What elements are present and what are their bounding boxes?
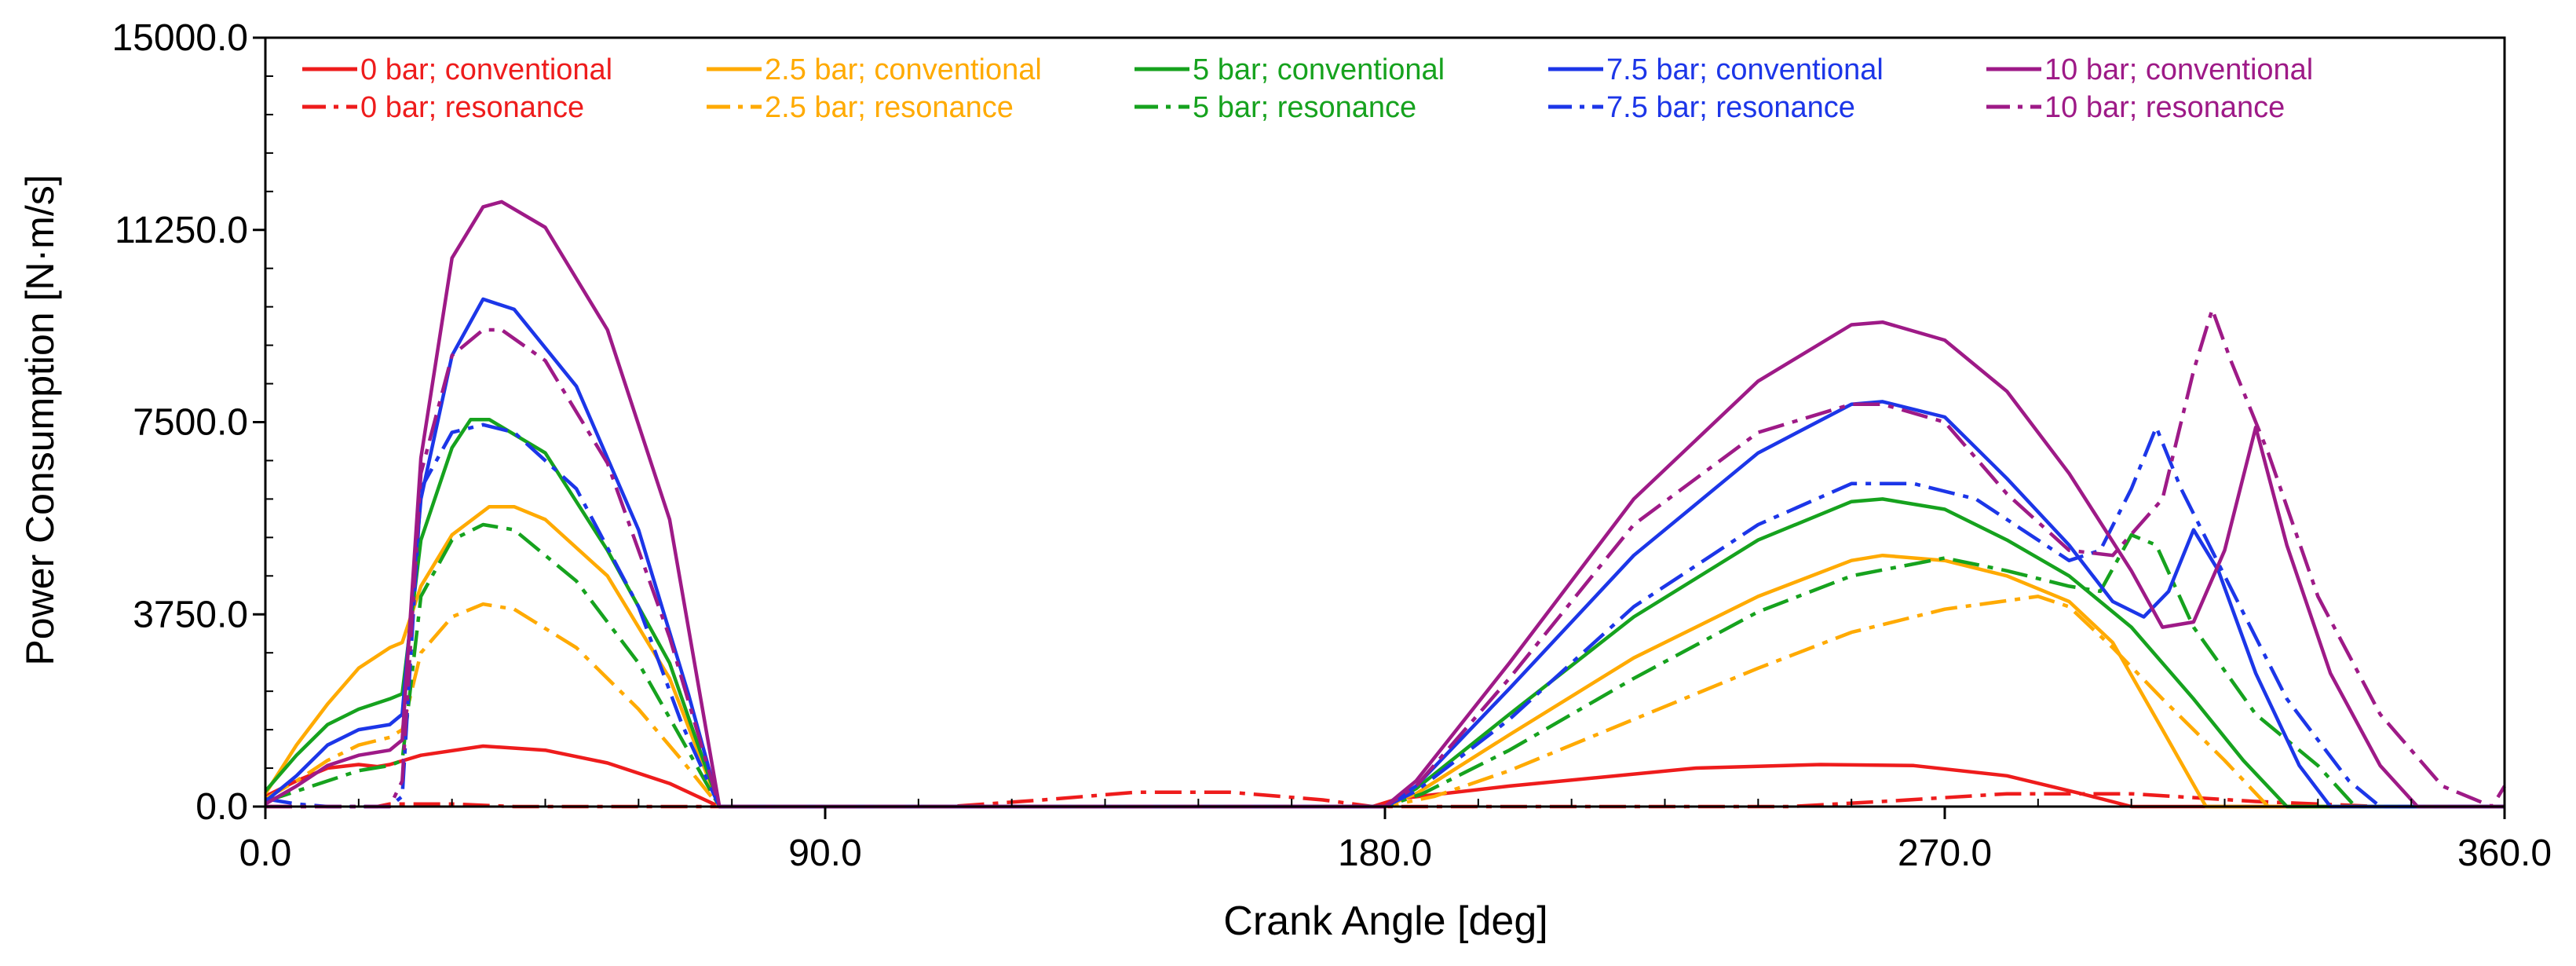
legend-label-4: 5 bar; conventional bbox=[1193, 53, 1445, 86]
y-tick-label: 0.0 bbox=[195, 786, 248, 828]
x-tick-label: 90.0 bbox=[788, 832, 861, 874]
series-line-0 bbox=[265, 744, 2505, 809]
legend-label-6: 7.5 bar; conventional bbox=[1606, 53, 1884, 86]
legend-label-3: 2.5 bar; resonance bbox=[765, 91, 1014, 124]
x-tick-label: 180.0 bbox=[1338, 832, 1432, 874]
legend: 0 bar; conventional 0 bar; resonance 2.5 b… bbox=[302, 53, 2313, 124]
y-tick-label: 11250.0 bbox=[115, 210, 248, 251]
y-axis-label: Power Consumption [N·m/s] bbox=[18, 174, 62, 665]
y-tick-label: 3750.0 bbox=[133, 594, 248, 635]
series-line-7 bbox=[265, 423, 2505, 809]
series-line-5 bbox=[265, 522, 2505, 809]
legend-label-1: 0 bar; resonance bbox=[360, 91, 584, 124]
legend-label-2: 2.5 bar; conventional bbox=[765, 53, 1042, 86]
legend-label-8: 10 bar; conventional bbox=[2044, 53, 2313, 86]
legend-label-0: 0 bar; conventional bbox=[360, 53, 612, 86]
axes-layer: 0.0 90.0 180.0 270.0 360.0 0.0 3750.0 7500.0 112… bbox=[111, 17, 2552, 874]
y-tick-label: 7500.0 bbox=[133, 402, 248, 444]
y-tick-label: 15000.0 bbox=[111, 17, 248, 59]
legend-label-9: 10 bar; resonance bbox=[2044, 91, 2285, 124]
series-line-1 bbox=[265, 790, 2505, 809]
legend-label-7: 7.5 bar; resonance bbox=[1606, 91, 1855, 124]
legend-label-5: 5 bar; resonance bbox=[1193, 91, 1416, 124]
x-tick-label: 270.0 bbox=[1898, 832, 1992, 874]
x-axis-label: Crank Angle [deg] bbox=[1223, 898, 1547, 944]
x-tick-label: 360.0 bbox=[2457, 832, 2552, 874]
x-tick-label: 0.0 bbox=[239, 832, 292, 874]
